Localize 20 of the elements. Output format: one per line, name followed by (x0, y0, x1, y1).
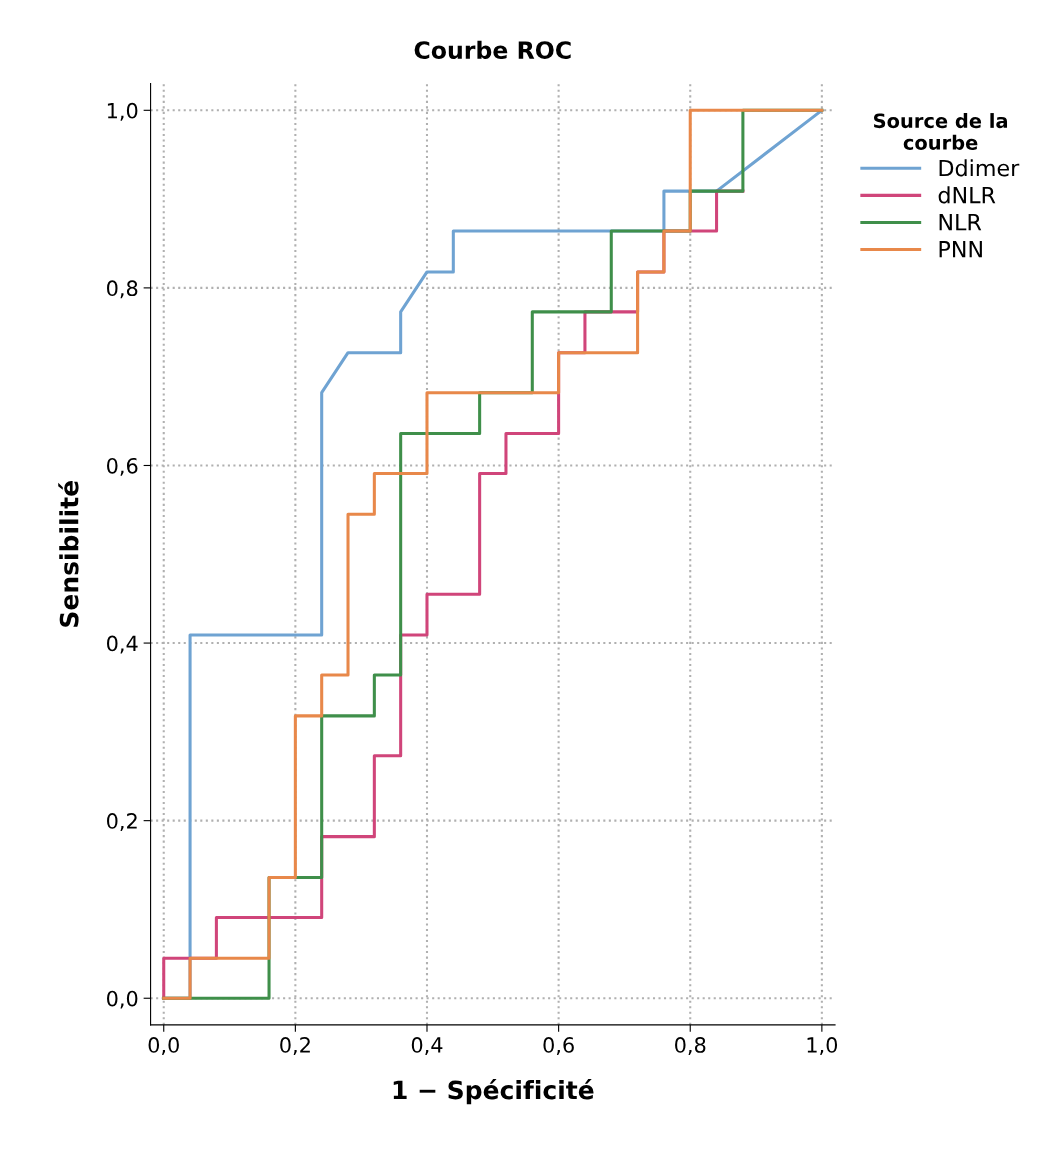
legend-label: PNN (939, 241, 982, 258)
y-tick-label: 0,4 (107, 635, 138, 654)
x-tick-label: 0,0 (148, 1037, 179, 1055)
legend-label: dNLR (938, 186, 996, 204)
x-axis-title: 1 − Spécificité (393, 1079, 594, 1105)
y-tick-label: 1,0 (107, 102, 138, 121)
x-tick-label: 1,0 (807, 1037, 838, 1055)
legend-title: Source de la courbe (874, 113, 1008, 150)
legend-label: NLR (939, 214, 982, 231)
chart-title: Courbe ROC (414, 40, 571, 59)
y-tick-label: 0,2 (107, 813, 137, 831)
x-tick-label: 0,4 (411, 1037, 443, 1055)
y-tick-label: 0,8 (107, 280, 138, 299)
y-tick-label: 0,6 (107, 457, 138, 476)
y-tick-label: 0,0 (107, 990, 138, 1009)
x-tick-label: 0,8 (675, 1037, 706, 1055)
y-axis-title: Sensibilité (58, 481, 79, 627)
x-tick-label: 0,6 (543, 1037, 574, 1055)
x-tick-label: 0,2 (280, 1037, 310, 1055)
legend-label: Ddimer (939, 159, 1020, 177)
